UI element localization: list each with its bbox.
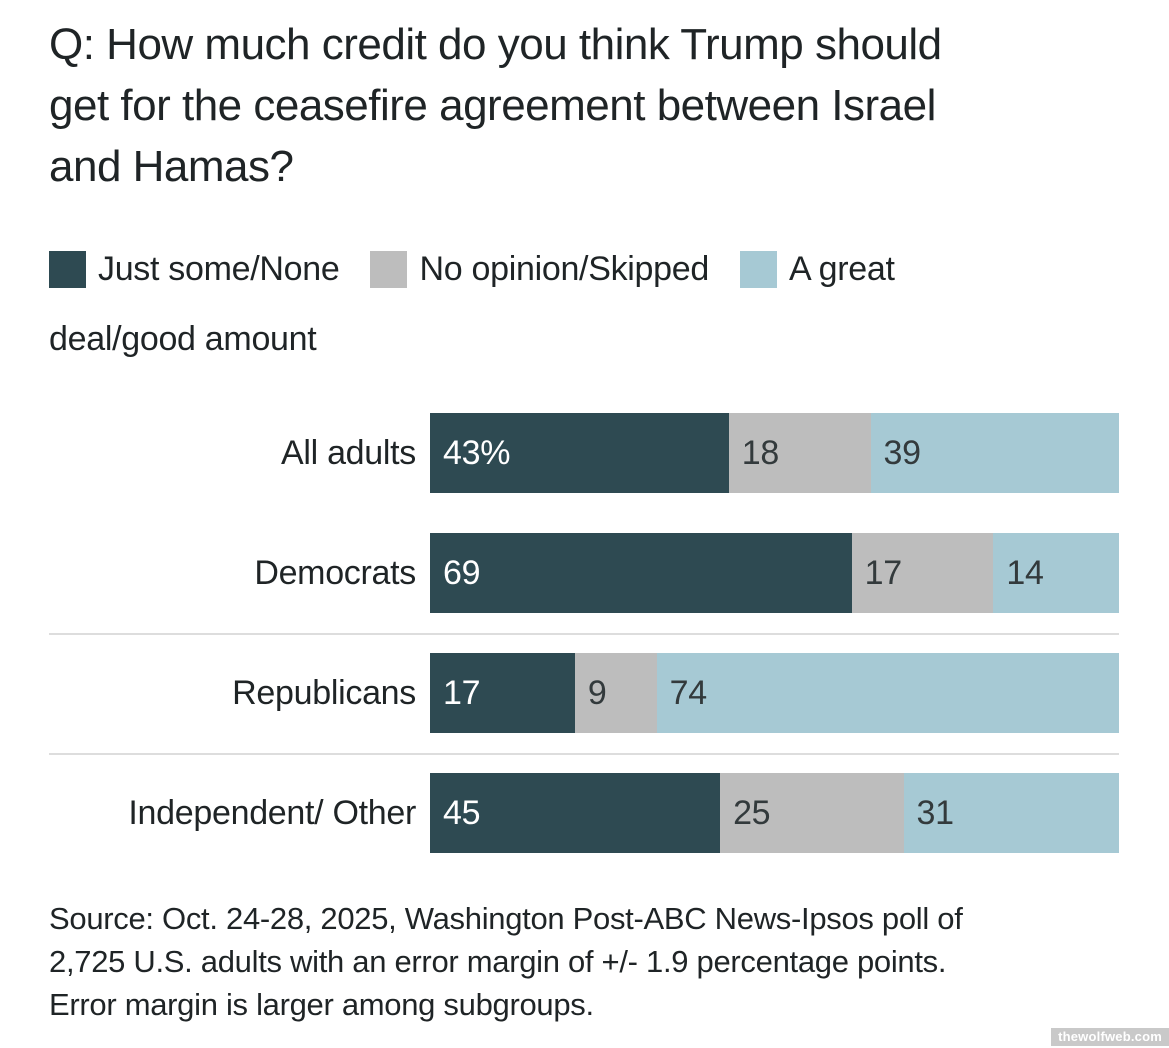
legend-label-great-deal-continuation: deal/good amount	[49, 320, 317, 358]
legend: Just some/None No opinion/Skipped A grea…	[49, 250, 1129, 359]
legend-label-great-deal: A great	[788, 250, 895, 288]
chart-title-line-2: get for the ceasefire agreement between …	[49, 81, 936, 130]
segment-value-label: 9	[587, 673, 607, 712]
segment-value-label: 39	[883, 433, 922, 472]
segment-no-opinion: 25	[720, 773, 904, 853]
legend-label-no-opinion: No opinion/Skipped	[419, 250, 709, 288]
source-note-line-3: Error margin is larger among subgroups.	[49, 987, 594, 1022]
legend-item-just-some-none: Just some/None	[49, 250, 340, 289]
segment-great-deal: 14	[993, 533, 1119, 613]
dark-teal-swatch	[49, 251, 86, 288]
source-note-line-1: Source: Oct. 24-28, 2025, Washington Pos…	[49, 901, 963, 936]
legend-item-no-opinion: No opinion/Skipped	[370, 250, 709, 289]
chart-title-line-1: Q: How much credit do you think Trump sh…	[49, 20, 942, 69]
bar-row-republicans: Republicans 17 9 74	[49, 653, 1119, 773]
light-blue-swatch	[739, 251, 777, 288]
bar-all-adults: 43% 18 39	[430, 413, 1119, 493]
segment-value-label: 31	[916, 793, 955, 832]
segment-great-deal: 39	[870, 413, 1119, 493]
segment-just-some-none: 43%	[430, 413, 729, 493]
legend-label-just-some-none: Just some/None	[98, 250, 340, 288]
row-divider	[49, 753, 1119, 755]
segment-great-deal: 31	[903, 773, 1119, 853]
bar-row-independent-other: Independent/ Other 45 25 31	[49, 773, 1119, 893]
category-label-independent-other: Independent/ Other	[128, 794, 416, 832]
segment-value-label: 69	[443, 553, 481, 592]
bar-republicans: 17 9 74	[430, 653, 1119, 733]
gray-swatch	[370, 251, 408, 288]
source-note: Source: Oct. 24-28, 2025, Washington Pos…	[49, 897, 1139, 1026]
bar-row-democrats: Democrats 69 17 14	[49, 533, 1119, 653]
bar-independent-other: 45 25 31	[430, 773, 1119, 853]
segment-no-opinion: 17	[851, 533, 994, 613]
segment-value-label: 45	[443, 793, 481, 832]
segment-no-opinion: 9	[574, 653, 657, 733]
watermark: thewolfweb.com	[1051, 1028, 1169, 1046]
segment-no-opinion: 18	[728, 413, 871, 493]
segment-value-label: 43%	[443, 433, 511, 472]
segment-value-label: 74	[669, 673, 708, 712]
chart-title: Q: How much credit do you think Trump sh…	[49, 14, 1129, 197]
legend-row-1: Just some/None No opinion/Skipped A grea…	[49, 250, 1129, 289]
segment-value-label: 25	[733, 793, 771, 832]
segment-value-label: 17	[443, 673, 481, 712]
segment-value-label: 17	[864, 553, 903, 592]
stacked-bar-chart: All adults 43% 18 39 Democrats 69	[49, 413, 1119, 893]
segment-value-label: 18	[741, 433, 780, 472]
row-divider	[49, 633, 1119, 635]
bar-row-all-adults: All adults 43% 18 39	[49, 413, 1119, 533]
segment-great-deal: 74	[656, 653, 1119, 733]
category-label-all-adults: All adults	[281, 434, 416, 472]
legend-item-great-deal: A great	[739, 250, 895, 289]
segment-just-some-none: 45	[430, 773, 721, 853]
chart-title-line-3: and Hamas?	[49, 142, 294, 191]
source-note-line-2: 2,725 U.S. adults with an error margin o…	[49, 944, 947, 979]
category-label-democrats: Democrats	[254, 554, 416, 592]
category-label-republicans: Republicans	[232, 674, 416, 712]
segment-just-some-none: 69	[430, 533, 852, 613]
segment-value-label: 14	[1006, 553, 1044, 592]
segment-just-some-none: 17	[430, 653, 575, 733]
bar-democrats: 69 17 14	[430, 533, 1119, 613]
